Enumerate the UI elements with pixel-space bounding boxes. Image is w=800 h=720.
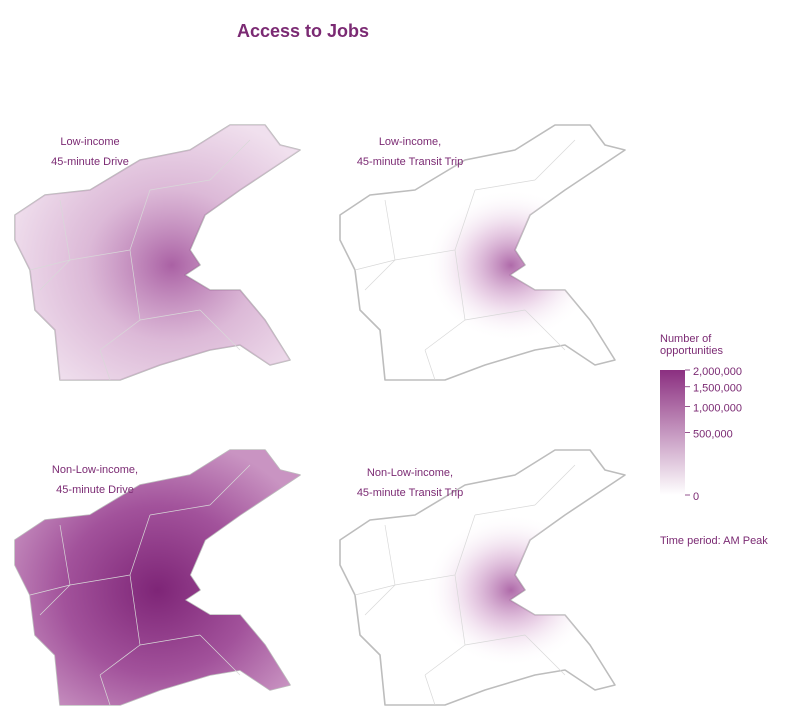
panel-label: Low-income,	[379, 136, 441, 148]
panel-label: 45-minute Drive	[51, 156, 129, 168]
legend-tick-label: 1,000,000	[693, 403, 742, 415]
legend-tick-label: 0	[693, 491, 699, 503]
legend-tick-label: 500,000	[693, 428, 733, 440]
legend-title: Number of	[660, 333, 712, 345]
legend-title: opportunities	[660, 345, 723, 357]
panel-label: Non-Low-income,	[367, 467, 453, 479]
legend-tick-label: 1,500,000	[693, 383, 742, 395]
panel-label: 45-minute Transit Trip	[357, 487, 463, 499]
panel-label: 45-minute Drive	[56, 484, 134, 496]
title: Access to Jobs	[237, 21, 369, 41]
panel-label: 45-minute Transit Trip	[357, 156, 463, 168]
legend-color-bar	[660, 370, 685, 495]
note: Time period: AM Peak	[660, 535, 768, 547]
legend-tick-label: 2,000,000	[693, 366, 742, 378]
panel-label: Non-Low-income,	[52, 464, 138, 476]
panel-label: Low-income	[60, 136, 119, 148]
